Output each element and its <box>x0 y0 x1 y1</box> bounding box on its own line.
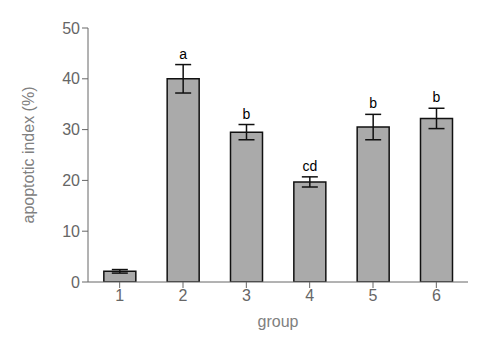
svg-text:50: 50 <box>62 20 80 37</box>
svg-text:10: 10 <box>62 223 80 240</box>
svg-text:30: 30 <box>62 121 80 138</box>
svg-text:5: 5 <box>369 287 378 304</box>
svg-text:group: group <box>258 313 299 330</box>
svg-text:20: 20 <box>62 172 80 189</box>
svg-text:b: b <box>243 106 251 122</box>
svg-text:4: 4 <box>305 287 314 304</box>
svg-text:a: a <box>179 46 187 62</box>
svg-text:3: 3 <box>242 287 251 304</box>
svg-text:0: 0 <box>71 274 80 291</box>
svg-text:b: b <box>433 89 441 105</box>
svg-text:apoptotic index (%): apoptotic index (%) <box>20 87 37 224</box>
svg-text:b: b <box>369 95 377 111</box>
svg-text:2: 2 <box>179 287 188 304</box>
svg-text:6: 6 <box>432 287 441 304</box>
svg-text:1: 1 <box>115 287 124 304</box>
svg-text:cd: cd <box>302 158 317 174</box>
svg-text:40: 40 <box>62 70 80 87</box>
